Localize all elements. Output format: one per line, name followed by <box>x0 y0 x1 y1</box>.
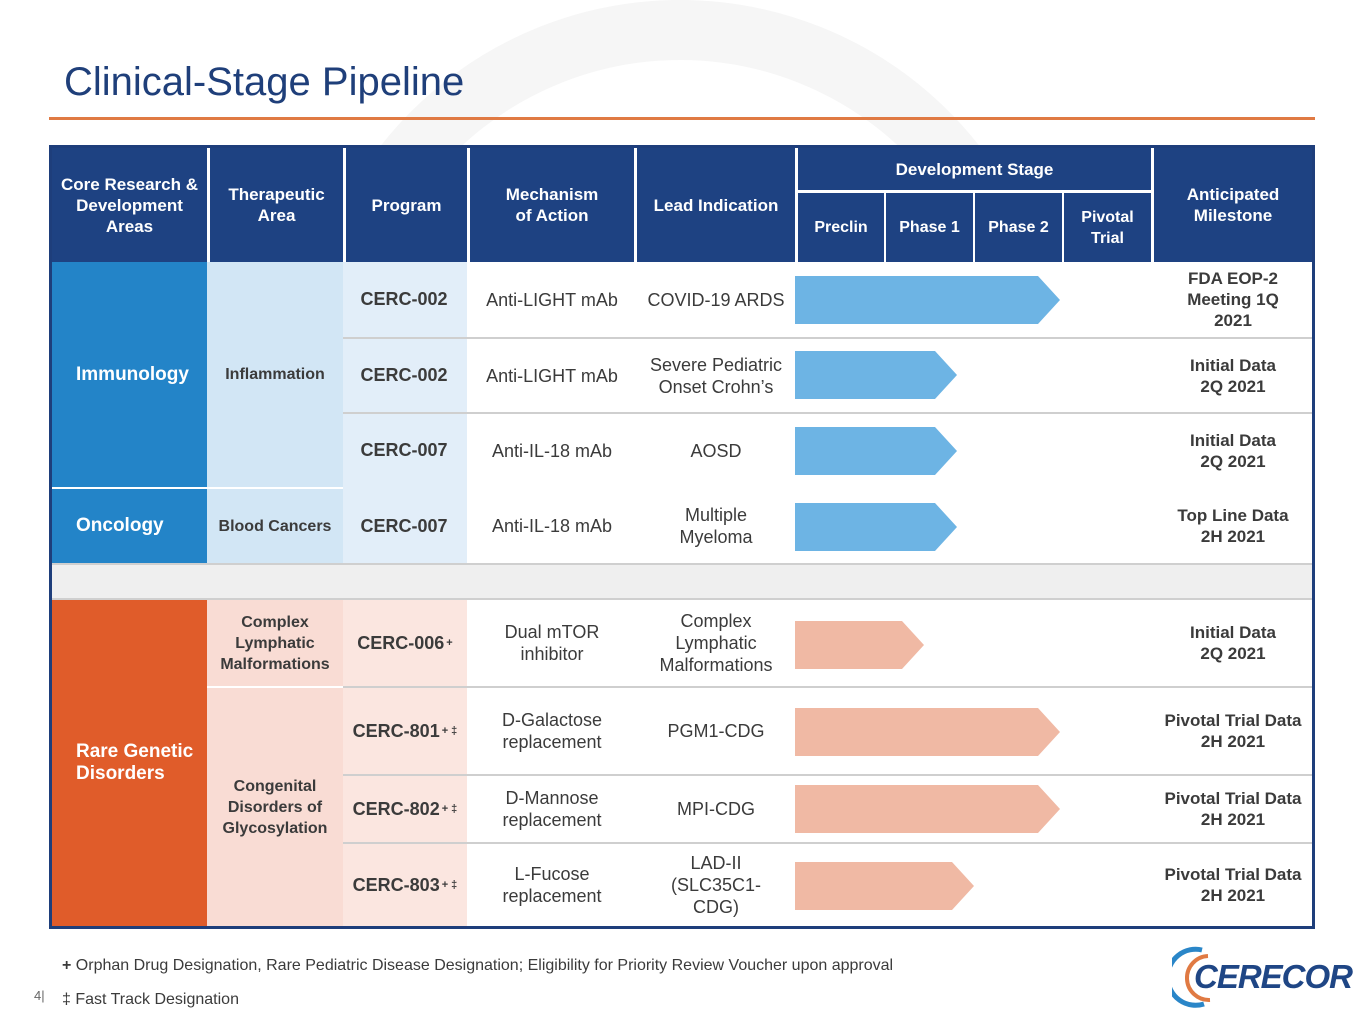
mechanism-of-action: D-Mannose replacement <box>502 788 602 830</box>
ta-inflammation: Inflammation <box>207 262 343 487</box>
header-divider <box>343 148 346 262</box>
header-program: Program <box>346 148 467 262</box>
ta-congenital-disorders: Congenital Disorders of Glycosylation <box>207 688 343 926</box>
lead-indication: Complex Lymphatic Malformations <box>659 611 773 675</box>
program-cerc-007: CERC-007 <box>360 515 448 536</box>
mechanism-of-action: L-Fucose replacement <box>502 864 602 906</box>
ta-divider <box>207 487 343 489</box>
anticipated-milestone: FDA EOP-2 Meeting 1Q 2021 <box>1187 269 1279 330</box>
footnote-orphan-text: Orphan Drug Designation, Rare Pediatric … <box>75 957 894 974</box>
title-underline <box>49 117 1315 120</box>
program-cerc-802: CERC-802 + ‡ <box>352 798 458 819</box>
stage-bar-blue <box>795 351 963 399</box>
mechanism-of-action: Dual mTOR inhibitor <box>504 622 600 664</box>
header-divider <box>1062 193 1064 262</box>
header-divider <box>207 148 210 262</box>
program-cerc-002: CERC-002 <box>360 365 448 385</box>
anticipated-milestone: Pivotal Trial Data 2H 2021 <box>1164 865 1302 905</box>
stage-bar-salmon <box>795 708 1063 756</box>
row-divider <box>343 337 1312 339</box>
stage-bar-blue <box>795 503 963 551</box>
header-anticipated-milestone: Anticipated Milestone <box>1154 148 1312 262</box>
ta-blood-cancers: Blood Cancers <box>207 489 343 563</box>
program-cerc-002: CERC-002 <box>360 289 448 309</box>
row-divider <box>343 412 1312 414</box>
stage-bar-salmon <box>795 785 1063 833</box>
page-number: 4| <box>34 988 45 1003</box>
stage-bar-blue <box>795 276 1063 324</box>
header-divider <box>973 193 975 262</box>
lead-indication: Multiple Myeloma <box>679 505 753 547</box>
program-cerc-006: CERC-006 + <box>357 632 453 653</box>
mechanism-of-action: Anti-IL-18 mAb <box>491 516 613 536</box>
header-preclin: Preclin <box>798 193 884 262</box>
anticipated-milestone: Initial Data 2Q 2021 <box>1190 430 1276 471</box>
mechanism-of-action: D-Galactose replacement <box>501 710 603 752</box>
header-divider <box>1151 148 1154 262</box>
ta-complex-lymphatic: Complex Lymphatic Malformations <box>207 600 343 686</box>
anticipated-milestone: Pivotal Trial Data 2H 2021 <box>1164 711 1302 751</box>
logo-text: CERECOR <box>1194 958 1353 995</box>
mechanism-of-action: Anti-IL-18 mAb <box>491 440 613 461</box>
program-cerc-007: CERC-007 <box>360 440 448 460</box>
header-phase-1: Phase 1 <box>886 193 973 262</box>
pipeline-table: Core Research & Development Areas Therap… <box>49 145 1315 929</box>
section-spacer <box>52 563 1312 600</box>
lead-indication: Severe Pediatric Onset Crohn’s <box>649 354 783 397</box>
row-divider <box>343 774 1312 776</box>
lead-indication: COVID-19 ARDS <box>647 289 785 310</box>
anticipated-milestone: Pivotal Trial Data 2H 2021 <box>1164 789 1302 829</box>
header-pivotal-trial: Pivotal Trial <box>1064 193 1151 262</box>
footnote-orphan: + Orphan Drug Designation, Rare Pediatri… <box>62 957 893 975</box>
program-cerc-801: CERC-801 + ‡ <box>352 720 458 741</box>
header-core-areas: Core Research & Development Areas <box>52 148 207 262</box>
stage-bar-blue <box>795 427 963 475</box>
page-title: Clinical-Stage Pipeline <box>64 60 465 104</box>
row-divider <box>343 842 1312 844</box>
footnote-fast-track: ‡ Fast Track Designation <box>62 991 239 1008</box>
header-phase-2: Phase 2 <box>975 193 1062 262</box>
program-column-rare-bg <box>343 600 467 926</box>
lead-indication: AOSD <box>690 440 742 461</box>
anticipated-milestone: Initial Data 2Q 2021 <box>1190 623 1276 663</box>
header-divider <box>884 193 886 262</box>
lead-indication: LAD-II (SLC35C1-CDG) <box>670 853 762 917</box>
lead-indication: PGM1-CDG <box>667 721 765 741</box>
mechanism-of-action: Anti-LIGHT mAb <box>486 289 618 310</box>
header-mechanism: Mechanism of Action <box>470 148 634 262</box>
row-divider <box>343 686 1312 688</box>
area-rare-genetic-disorders: Rare Genetic Disorders <box>52 600 207 926</box>
cerecor-logo: CERECOR <box>1172 946 1353 1008</box>
header-divider <box>795 148 798 262</box>
header-therapeutic-area: Therapeutic Area <box>210 148 343 262</box>
lead-indication: MPI-CDG <box>677 799 755 819</box>
logo-swoosh-icon <box>1172 946 1211 1008</box>
stage-bar-salmon <box>795 862 979 910</box>
ta-divider <box>207 686 343 688</box>
orphan-symbol: + <box>62 957 72 974</box>
header-divider <box>795 190 1151 193</box>
header-divider <box>634 148 637 262</box>
anticipated-milestone: Top Line Data 2H 2021 <box>1177 506 1289 546</box>
area-divider <box>52 487 207 489</box>
anticipated-milestone: Initial Data 2Q 2021 <box>1190 355 1276 396</box>
header-development-stage: Development Stage <box>798 148 1151 190</box>
program-cerc-803: CERC-803 + ‡ <box>352 874 458 895</box>
header-divider <box>467 148 470 262</box>
header-lead-indication: Lead Indication <box>637 148 795 262</box>
area-immunology: Immunology <box>52 262 207 487</box>
mechanism-of-action: Anti-LIGHT mAb <box>486 365 618 386</box>
area-oncology: Oncology <box>52 489 207 563</box>
stage-bar-salmon <box>795 621 929 669</box>
